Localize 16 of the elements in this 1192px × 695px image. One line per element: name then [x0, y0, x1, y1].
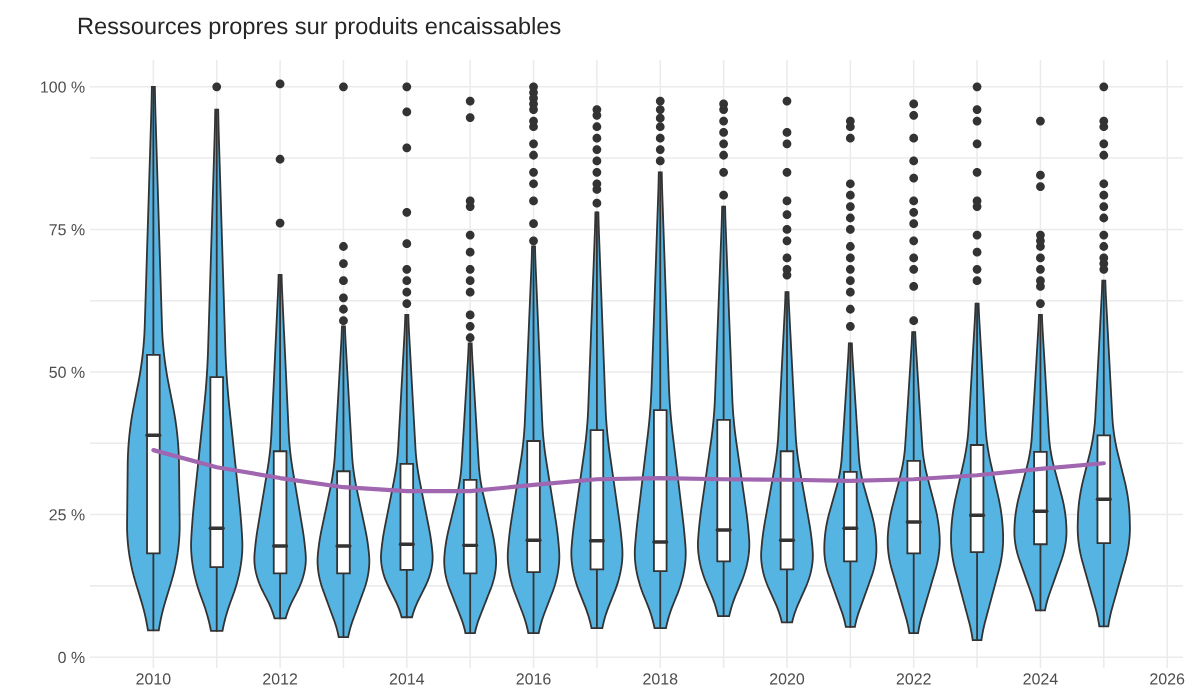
- chart-title: Ressources propres sur produits encaissables: [78, 17, 561, 39]
- x-tick-label: 2022: [896, 673, 931, 685]
- x-tick-label: 2012: [263, 673, 298, 685]
- x-tick-label: 2018: [643, 673, 678, 685]
- x-tick-label: 2010: [136, 673, 171, 685]
- y-tick-label: 0 %: [58, 651, 85, 664]
- y-tick-label: 25 %: [49, 509, 85, 521]
- y-tick-label: 75 %: [49, 224, 85, 236]
- x-tick-label: 2014: [389, 673, 425, 685]
- y-tick-label: 100 %: [41, 81, 85, 93]
- x-tick-label: 2026: [1150, 673, 1185, 685]
- x-tick-label: 2016: [516, 673, 551, 685]
- y-tick-label: 50 %: [49, 366, 85, 378]
- x-tick-label: 2024: [1023, 673, 1058, 685]
- x-tick-label: 2020: [770, 673, 805, 685]
- line-series: [151, 448, 1106, 494]
